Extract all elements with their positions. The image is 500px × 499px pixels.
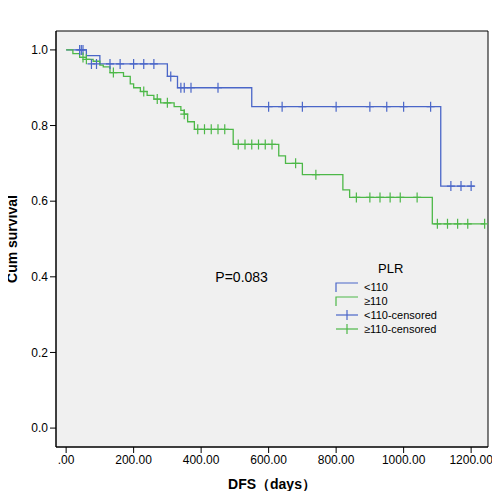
svg-text:.00: .00 bbox=[58, 453, 75, 467]
html-text:≥110: ≥110 bbox=[364, 295, 388, 307]
svg-text:400.00: 400.00 bbox=[183, 453, 220, 467]
svg-text:0.8: 0.8 bbox=[31, 119, 48, 133]
svg-text:0.0: 0.0 bbox=[31, 421, 48, 435]
svg-text:1200.00: 1200.00 bbox=[449, 453, 492, 467]
svg-text:1000.00: 1000.00 bbox=[382, 453, 426, 467]
html-text:≥110-censored: ≥110-censored bbox=[364, 323, 437, 335]
svg-text:Cum survival: Cum survival bbox=[8, 195, 20, 283]
svg-text:1.0: 1.0 bbox=[31, 43, 48, 57]
svg-text:800.00: 800.00 bbox=[318, 453, 355, 467]
svg-text:600.00: 600.00 bbox=[250, 453, 287, 467]
svg-text:0.4: 0.4 bbox=[31, 270, 48, 284]
svg-text:0.2: 0.2 bbox=[31, 346, 48, 360]
svg-text:P=0.083: P=0.083 bbox=[215, 269, 268, 285]
svg-text:0.6: 0.6 bbox=[31, 194, 48, 208]
html-text:<110: <110 bbox=[364, 281, 388, 293]
html-text:PLR: PLR bbox=[378, 261, 404, 276]
svg-text:DFS（days）: DFS（days） bbox=[228, 476, 316, 491]
html-text:<110-censored: <110-censored bbox=[364, 309, 437, 321]
svg-text:200.00: 200.00 bbox=[115, 453, 152, 467]
